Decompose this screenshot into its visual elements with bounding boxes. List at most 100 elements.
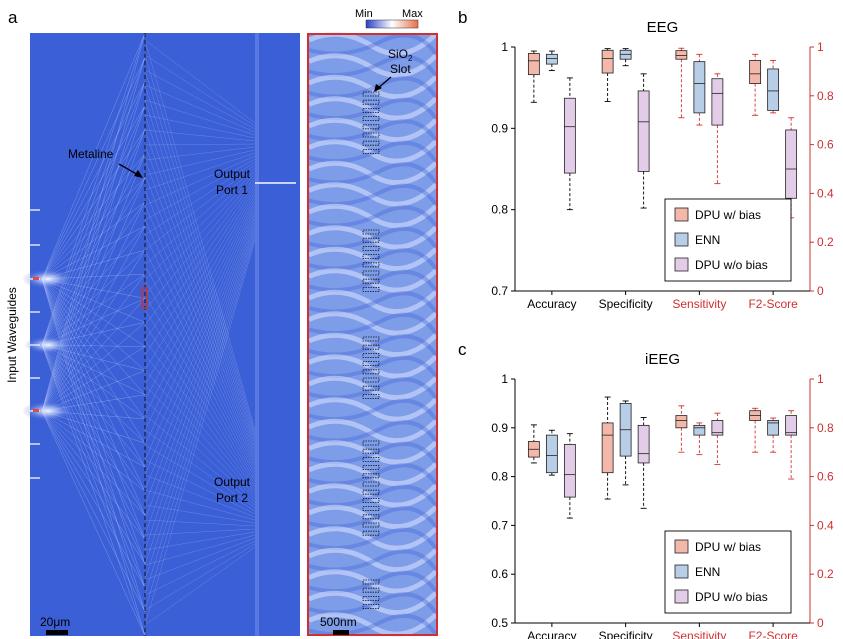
box-dpu-w-bias [601, 48, 614, 102]
sio2-slot [362, 579, 380, 585]
field-ray [41, 177, 146, 412]
right-axis-tick-label: 0.2 [817, 235, 834, 249]
output-port-1-label-line1: Output [214, 167, 251, 181]
field-ray [41, 153, 146, 280]
zoom-region-marker [141, 287, 148, 309]
field-ray [41, 344, 146, 637]
sio2-slot [362, 336, 380, 342]
box-body [693, 61, 706, 114]
box-dpu-w-o-bias [711, 412, 724, 465]
field-ray [144, 189, 256, 461]
box-body [637, 90, 650, 172]
field-ray [41, 278, 146, 420]
field-ray [41, 105, 146, 346]
field-band [307, 268, 438, 293]
sio2-slot [362, 148, 380, 154]
field-ray [144, 188, 256, 371]
field-band [307, 203, 438, 229]
field-ray [144, 143, 256, 146]
field-band [307, 182, 438, 207]
field-ray [144, 519, 256, 527]
x-axis-tick-label: Specificity [599, 629, 653, 639]
field-ray [144, 69, 256, 130]
field-ray [144, 54, 256, 434]
field-ray [144, 543, 256, 611]
box-enn [545, 429, 558, 476]
box-body [675, 415, 688, 429]
field-ray [41, 201, 146, 346]
field-ray [144, 209, 256, 476]
field-ray [41, 278, 146, 444]
sio2-slot [362, 530, 380, 536]
field-ray [41, 344, 146, 396]
field-ray [144, 528, 256, 536]
field-ray [41, 201, 146, 280]
left-axis-tick-label: 0.8 [491, 203, 508, 217]
box-body [693, 424, 706, 436]
right-axis-tick-label: 0.2 [817, 567, 834, 581]
sio2-slot [362, 278, 380, 284]
field-ray [144, 149, 256, 176]
legend-swatch [674, 589, 689, 604]
sio2-slot [362, 514, 380, 520]
field-ray [144, 99, 256, 136]
box-body [711, 420, 724, 436]
right-axis-tick-label: 0 [817, 284, 824, 298]
field-band [307, 418, 438, 444]
x-axis-tick-label: Sensitivity [672, 629, 726, 639]
box-dpu-w-bias [527, 50, 540, 103]
sio2-slot [362, 596, 380, 601]
right-axis-tick-label: 0.8 [817, 421, 834, 435]
sio2-slot [362, 481, 380, 487]
sio2-slot [362, 497, 380, 503]
right-axis-tick-label: 0.4 [817, 518, 834, 532]
box-dpu-w-bias [675, 47, 688, 119]
legend-swatch [674, 539, 689, 554]
field-ray [41, 278, 146, 347]
field-ray [41, 410, 146, 516]
field-ray [144, 200, 256, 431]
field-ray [144, 429, 256, 509]
field-ray [144, 129, 256, 449]
right-axis-tick-label: 0.8 [817, 89, 834, 103]
legend-label: ENN [695, 233, 720, 247]
field-ray [41, 322, 146, 412]
left-axis-tick-label: 1 [501, 372, 508, 386]
field-ray [144, 540, 256, 596]
field-ray [144, 534, 256, 566]
field-ray [144, 233, 256, 596]
field-ray [41, 105, 146, 280]
box-body [545, 53, 558, 65]
field-band [307, 612, 438, 637]
x-axis-tick-label: F2-Score [748, 297, 798, 311]
field-ray [144, 294, 256, 482]
field-ray [41, 105, 146, 412]
field-ray [144, 164, 256, 251]
field-ray [144, 537, 256, 581]
field-ray [144, 84, 256, 440]
left-axis-tick-label: 0.6 [491, 567, 508, 581]
legend-label: DPU w/ bias [695, 540, 761, 554]
input-glow [22, 401, 74, 421]
field-ray [144, 182, 256, 341]
field-ray [144, 39, 256, 124]
sio2-slot [362, 132, 380, 138]
box-body [637, 424, 650, 464]
field-ray [144, 239, 256, 626]
field-ray [144, 173, 256, 296]
sio2-slot [362, 587, 380, 593]
box-body [563, 97, 576, 174]
field-ray [41, 57, 146, 280]
field-ray [41, 410, 146, 612]
field-ray [144, 152, 256, 191]
field-ray [144, 39, 256, 431]
chart-ieeg: iEEG 0.5 0.6 0.7 0.8 0.9 1 0 0.2 0.4 0.6 0.8 1 Accura… [491, 351, 834, 639]
field-band [307, 289, 438, 315]
field-ray [41, 344, 146, 540]
box-dpu-w-bias [749, 407, 762, 453]
field-ray [144, 279, 256, 479]
field-ray [41, 129, 146, 412]
field-ray [144, 384, 256, 500]
sio2-slot [362, 361, 380, 367]
right-axis-tick-label: 0.6 [817, 470, 834, 484]
